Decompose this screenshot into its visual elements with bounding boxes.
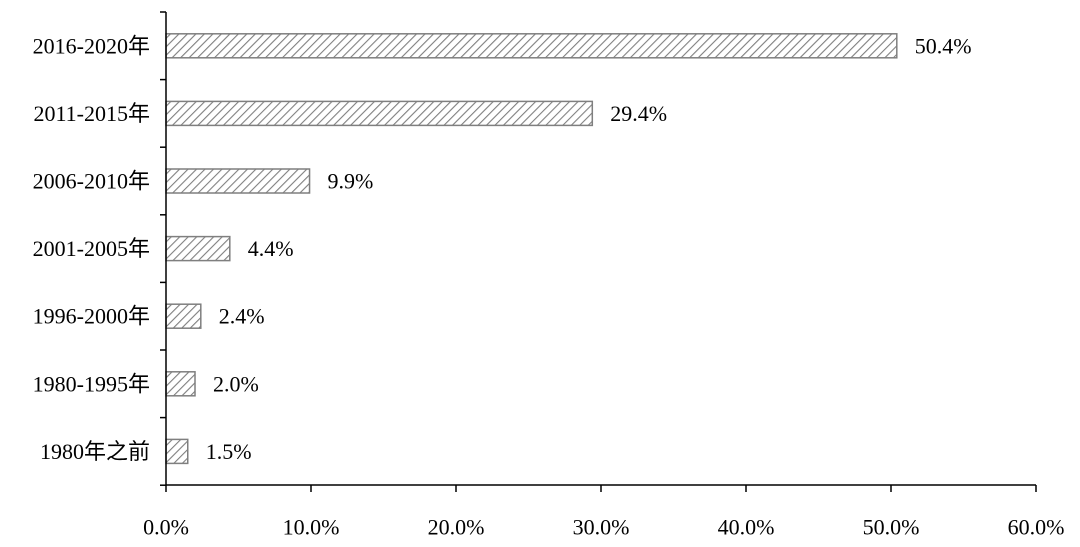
- bar-6: [165, 438, 189, 465]
- x-tick-label-2: 20.0%: [428, 515, 485, 540]
- axes-layer: [160, 11, 1037, 492]
- bars-layer: [165, 33, 898, 465]
- category-label-4: 1996-2000年: [33, 304, 150, 329]
- category-label-3: 2001-2005年: [33, 236, 150, 261]
- bar-1: [165, 100, 594, 127]
- x-tick-label-3: 30.0%: [573, 515, 630, 540]
- labels-layer: 2016-2020年 50.4% 2011-2015年 29.4% 2006-2010年…: [33, 33, 1065, 539]
- bar-0: [165, 33, 898, 59]
- value-label-4: 2.4%: [219, 304, 265, 329]
- category-label-6: 1980年之前: [40, 439, 150, 464]
- x-tick-label-5: 50.0%: [863, 515, 920, 540]
- x-tick-label-0: 0.0%: [143, 515, 189, 540]
- value-label-5: 2.0%: [213, 371, 259, 396]
- bar-2: [165, 168, 311, 194]
- value-label-0: 50.4%: [915, 33, 972, 58]
- value-label-3: 4.4%: [248, 236, 294, 261]
- bar-3: [165, 235, 231, 262]
- category-label-2: 2006-2010年: [33, 169, 150, 194]
- bar-5: [165, 371, 196, 397]
- x-tick-label-4: 40.0%: [718, 515, 775, 540]
- category-label-5: 1980-1995年: [33, 371, 150, 396]
- bar-4: [165, 303, 202, 329]
- value-label-2: 9.9%: [328, 169, 374, 194]
- value-label-1: 29.4%: [610, 101, 667, 126]
- category-label-0: 2016-2020年: [33, 33, 150, 58]
- category-label-1: 2011-2015年: [33, 101, 150, 126]
- value-label-6: 1.5%: [206, 439, 252, 464]
- x-tick-label-6: 60.0%: [1008, 515, 1065, 540]
- x-tick-label-1: 10.0%: [283, 515, 340, 540]
